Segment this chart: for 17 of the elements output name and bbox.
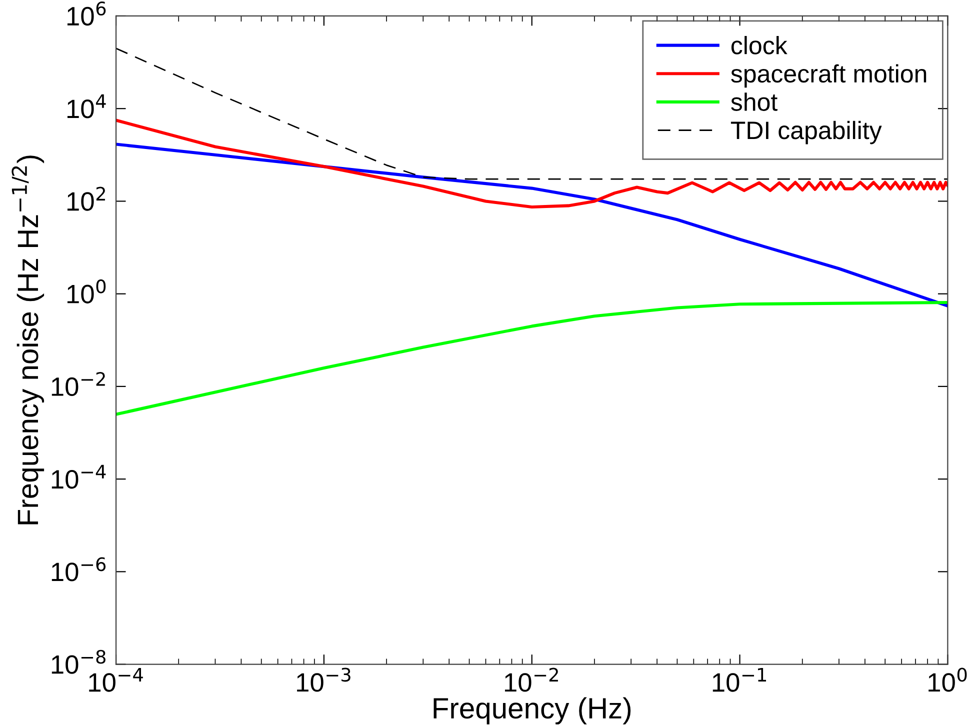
y-tick-label: 10$^{−2}$	[52, 372, 105, 396]
legend-label: shot	[731, 92, 778, 111]
y-tick-label: 10$^{−4}$	[52, 464, 106, 489]
y-tick-label: 10$^{−6}$	[52, 557, 106, 582]
x-tick-label: 10$^{−3}$	[297, 668, 350, 692]
x-tick-label: 10$^{0}$	[928, 668, 967, 692]
y-tick-label: 10$^{0}$	[67, 279, 106, 304]
legend-label: clock	[731, 36, 788, 54]
y-tick-label: 10$^{6}$	[67, 2, 106, 26]
x-axis-title: Frequency (Hz)	[434, 697, 631, 724]
x-tick-label: 10$^{−1}$	[712, 668, 766, 692]
y-axis-title: Frequency noise (Hz Hz$^{−1/2}$)	[12, 156, 44, 524]
y-tick-label: 10$^{2}$	[67, 186, 105, 211]
legend-label: spacecraft motion	[731, 64, 926, 88]
x-tick-label: 10$^{−2}$	[504, 668, 558, 692]
legend-label: TDI capability	[730, 120, 882, 144]
y-tick-label: 10$^{4}$	[67, 94, 106, 118]
